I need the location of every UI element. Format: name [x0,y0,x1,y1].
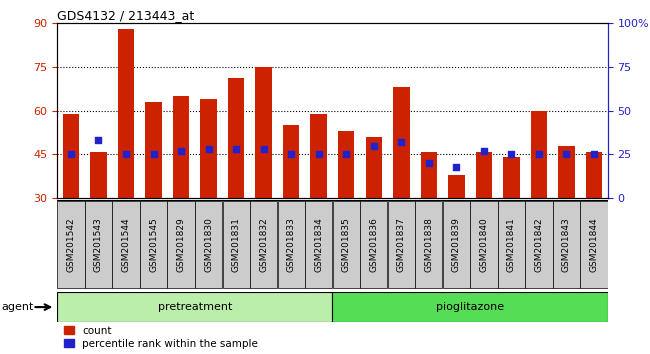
FancyBboxPatch shape [168,201,195,287]
FancyBboxPatch shape [443,201,470,287]
Text: GSM201834: GSM201834 [314,217,323,272]
FancyBboxPatch shape [553,201,580,287]
Text: GSM201839: GSM201839 [452,217,461,272]
FancyBboxPatch shape [305,201,332,287]
Point [148,152,159,157]
Bar [503,157,519,198]
Bar [228,79,244,198]
Bar [476,152,492,198]
Point [176,148,187,154]
FancyBboxPatch shape [360,201,387,287]
Bar [586,152,603,198]
Point [94,138,104,143]
Text: GSM201843: GSM201843 [562,217,571,272]
Text: GSM201832: GSM201832 [259,217,268,272]
FancyBboxPatch shape [85,201,112,287]
Bar [393,87,410,198]
FancyBboxPatch shape [525,201,552,287]
Bar [448,175,465,198]
FancyBboxPatch shape [470,201,497,287]
Point [121,152,131,157]
Bar [255,67,272,198]
FancyBboxPatch shape [333,292,608,322]
FancyBboxPatch shape [222,201,250,287]
Point [451,164,462,170]
Bar [530,110,547,198]
Text: GSM201838: GSM201838 [424,217,434,272]
Text: GSM201841: GSM201841 [507,217,516,272]
FancyBboxPatch shape [57,292,333,322]
Point [341,152,352,157]
Text: GSM201543: GSM201543 [94,217,103,272]
Bar [118,29,135,198]
Point [396,139,406,145]
Bar [558,146,575,198]
Bar [311,114,327,198]
Bar [62,114,79,198]
Point [203,146,214,152]
FancyBboxPatch shape [278,201,305,287]
FancyBboxPatch shape [387,201,415,287]
Text: GSM201840: GSM201840 [480,217,488,272]
Point [478,148,489,154]
Point [561,152,571,157]
Text: GSM201545: GSM201545 [149,217,158,272]
Text: GSM201836: GSM201836 [369,217,378,272]
FancyBboxPatch shape [415,201,443,287]
Point [534,152,544,157]
Text: GSM201542: GSM201542 [66,217,75,272]
FancyBboxPatch shape [498,201,525,287]
Bar [421,152,437,198]
Bar [173,96,189,198]
Text: GSM201835: GSM201835 [342,217,351,272]
Point [369,143,379,149]
FancyBboxPatch shape [57,201,84,287]
Text: agent: agent [1,302,34,312]
Text: GSM201830: GSM201830 [204,217,213,272]
Text: GSM201831: GSM201831 [231,217,240,272]
Text: GDS4132 / 213443_at: GDS4132 / 213443_at [57,9,194,22]
FancyBboxPatch shape [140,201,167,287]
Text: GSM201829: GSM201829 [177,217,185,272]
Point [286,152,296,157]
Text: pioglitazone: pioglitazone [436,302,504,312]
Legend: count, percentile rank within the sample: count, percentile rank within the sample [64,326,258,349]
Text: GSM201837: GSM201837 [396,217,406,272]
Point [589,152,599,157]
FancyBboxPatch shape [580,201,608,287]
FancyBboxPatch shape [195,201,222,287]
Text: GSM201844: GSM201844 [590,217,599,272]
Bar [283,125,300,198]
Point [313,152,324,157]
FancyBboxPatch shape [112,201,140,287]
FancyBboxPatch shape [333,201,360,287]
Point [506,152,517,157]
Point [231,146,241,152]
Point [424,160,434,166]
Text: pretreatment: pretreatment [158,302,232,312]
Bar [365,137,382,198]
Point [259,146,269,152]
Bar [338,131,354,198]
Bar [146,102,162,198]
FancyBboxPatch shape [250,201,278,287]
Text: GSM201842: GSM201842 [534,217,543,272]
Text: GSM201544: GSM201544 [122,217,131,272]
Text: GSM201833: GSM201833 [287,217,296,272]
Point [66,152,76,157]
Bar [90,152,107,198]
Bar [200,99,217,198]
